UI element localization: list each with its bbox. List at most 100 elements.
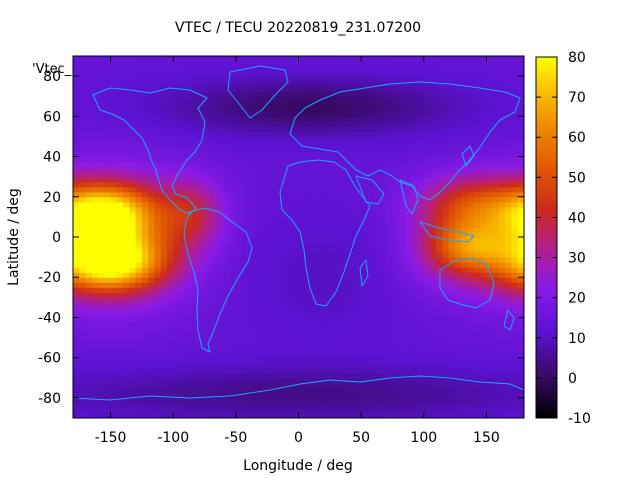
heatmap-cell: [210, 317, 218, 324]
heatmap-cell: [98, 287, 105, 293]
heatmap-cell: [342, 191, 350, 198]
heatmap-cell: [361, 327, 368, 334]
heatmap-cell: [342, 201, 350, 208]
heatmap-cell: [348, 297, 356, 303]
heatmap-cell: [166, 191, 174, 198]
heatmap-cell: [135, 71, 143, 77]
heatmap-cell: [367, 76, 375, 82]
heatmap-cell: [285, 342, 293, 349]
heatmap-cell: [379, 61, 387, 67]
heatmap-cell: [473, 302, 481, 308]
heatmap-cell: [254, 91, 262, 97]
heatmap-cell: [141, 247, 149, 253]
heatmap-cell: [141, 146, 149, 153]
heatmap-cell: [141, 71, 149, 77]
heatmap-cell: [98, 267, 105, 273]
heatmap-cell: [267, 327, 275, 334]
heatmap-cell: [442, 272, 450, 278]
heatmap-cell: [135, 402, 143, 409]
heatmap-cell: [498, 196, 506, 203]
heatmap-cell: [423, 171, 431, 178]
heatmap-cell: [154, 126, 162, 133]
heatmap-cell: [417, 66, 425, 72]
heatmap-cell: [148, 66, 156, 72]
heatmap-cell: [373, 387, 381, 394]
heatmap-cell: [79, 191, 87, 198]
heatmap-cell: [342, 242, 350, 248]
heatmap-cell: [116, 61, 124, 67]
heatmap-cell: [317, 96, 325, 102]
heatmap-cell: [173, 267, 181, 273]
heatmap-cell: [492, 317, 500, 324]
heatmap-cell: [235, 156, 243, 163]
heatmap-cell: [379, 181, 387, 188]
heatmap-cell: [423, 126, 431, 133]
heatmap-cell: [248, 141, 256, 148]
heatmap-cell: [229, 412, 237, 418]
heatmap-cell: [123, 377, 130, 384]
heatmap-cell: [91, 221, 99, 228]
heatmap-cell: [198, 96, 206, 102]
heatmap-cell: [361, 387, 368, 394]
heatmap-cell: [473, 282, 481, 288]
heatmap-cell: [179, 146, 187, 153]
heatmap-cell: [329, 402, 337, 409]
heatmap-cell: [110, 357, 118, 364]
heatmap-cell: [185, 267, 193, 273]
heatmap-cell: [179, 136, 187, 143]
heatmap-cell: [367, 382, 375, 389]
heatmap-cell: [129, 317, 137, 324]
heatmap-cell: [386, 176, 394, 183]
heatmap-cell: [373, 272, 381, 278]
heatmap-cell: [198, 297, 206, 303]
heatmap-cell: [486, 312, 494, 319]
heatmap-cell: [392, 407, 400, 414]
heatmap-cell: [179, 287, 187, 293]
heatmap-cell: [79, 186, 87, 193]
heatmap-cell: [436, 141, 444, 148]
heatmap-cell: [279, 352, 287, 359]
heatmap-cell: [367, 101, 375, 107]
heatmap-cell: [235, 387, 243, 394]
heatmap-cell: [123, 267, 130, 273]
heatmap-cell: [498, 342, 506, 349]
heatmap-cell: [179, 407, 187, 414]
heatmap-cell: [223, 136, 231, 143]
heatmap-cell: [273, 206, 281, 213]
heatmap-cell: [492, 402, 500, 409]
heatmap-cell: [154, 221, 162, 228]
heatmap-cell: [116, 257, 124, 263]
heatmap-cell: [423, 262, 431, 268]
heatmap-cell: [329, 61, 337, 67]
heatmap-cell: [110, 397, 118, 404]
heatmap-cell: [379, 362, 387, 369]
heatmap-cell: [342, 226, 350, 233]
heatmap-cell: [430, 231, 437, 238]
heatmap-cell: [379, 257, 387, 263]
heatmap-cell: [98, 141, 105, 148]
heatmap-cell: [323, 56, 331, 62]
heatmap-cell: [217, 337, 224, 344]
heatmap-cell: [123, 71, 130, 77]
heatmap-cell: [442, 337, 450, 344]
heatmap-cell: [442, 96, 450, 102]
heatmap-cell: [104, 171, 112, 178]
heatmap-cell: [461, 146, 469, 153]
heatmap-cell: [442, 56, 450, 62]
heatmap-cell: [260, 332, 268, 339]
heatmap-cell: [192, 101, 199, 107]
heatmap-cell: [166, 211, 174, 218]
heatmap-cell: [223, 206, 231, 213]
heatmap-cell: [436, 106, 444, 112]
heatmap-cell: [173, 151, 181, 158]
heatmap-cell: [110, 56, 118, 62]
heatmap-cell: [317, 332, 325, 339]
heatmap-cell: [304, 252, 312, 258]
heatmap-cell: [148, 287, 156, 293]
heatmap-cell: [279, 302, 287, 308]
heatmap-cell: [204, 166, 212, 173]
heatmap-cell: [311, 201, 318, 208]
heatmap-cell: [379, 272, 387, 278]
heatmap-cell: [379, 312, 387, 319]
heatmap-cell: [379, 81, 387, 87]
